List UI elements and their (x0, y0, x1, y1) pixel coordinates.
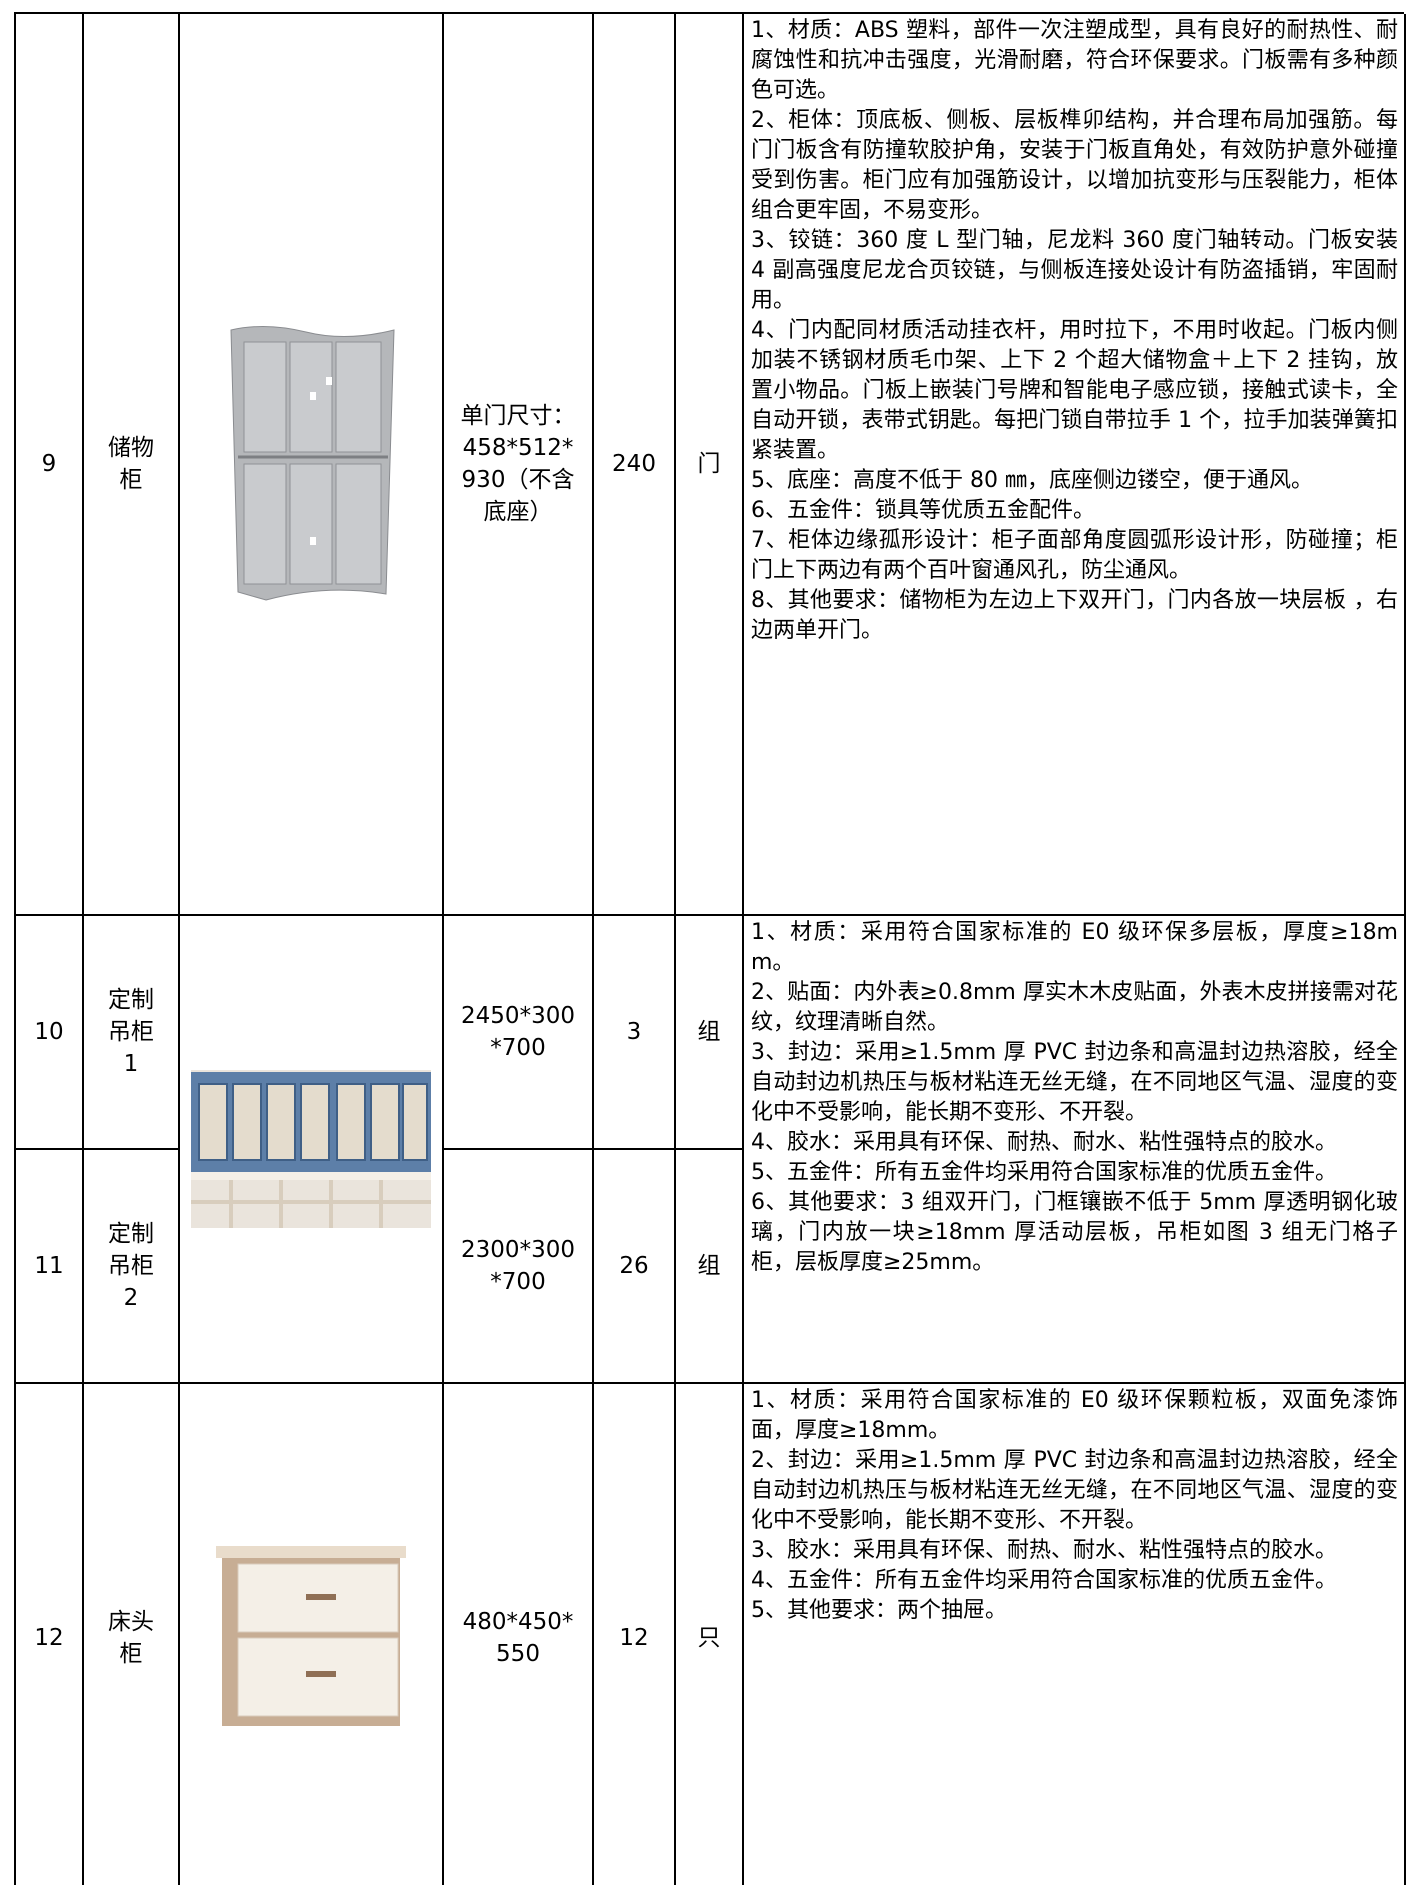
description-item: 3、胶水：采用具有环保、耐热、耐水、粘性强特点的胶水。 (751, 1538, 1337, 1563)
storage-cabinet-image (230, 325, 395, 601)
description-item: 6、五金件：锁具等优质五金配件。 (751, 498, 1095, 523)
description-item: 2、柜体：顶底板、侧板、层板榫卯结构，并合理布局加强筋。每门门板含有防撞软胶护角… (751, 108, 1398, 223)
description-item: 5、其他要求：两个抽屉。 (751, 1598, 1007, 1623)
cell-name: 定制吊柜1 (84, 916, 180, 1150)
border (14, 12, 16, 1885)
description-item: 3、铰链：360 度 L 型门轴，尼龙料 360 度门轴转动。门板安装 4 副高… (751, 228, 1398, 313)
cell-size: 单门尺寸：458*512*930（不含底座） (444, 14, 594, 916)
cell-name: 储物柜 (84, 14, 180, 916)
description-item: 7、柜体边缘孤形设计：柜子面部角度圆弧形设计形，防碰撞；柜门上下两边有两个百叶窗… (751, 528, 1398, 583)
bedside-cabinet-image (216, 1545, 406, 1726)
hanging-cabinet-image (191, 1070, 431, 1228)
cell-unit: 只 (676, 1384, 744, 1885)
cell-name: 定制吊柜2 (84, 1150, 180, 1384)
cell-unit: 组 (676, 1150, 744, 1384)
description-item: 3、封边：采用≥1.5mm 厚 PVC 封边条和高温封边热溶胶，经全自动封边机热… (751, 1040, 1398, 1125)
description-item: 6、其他要求：3 组双开门，门框镶嵌不低于 5mm 厚透明钢化玻璃，门内放一块≥… (751, 1190, 1398, 1275)
description-item: 8、其他要求：储物柜为左边上下双开门，门内各放一块层板 ，右边两单开门。 (751, 588, 1398, 643)
description-item: 5、底座：高度不低于 80 ㎜，底座侧边镂空，便于通风。 (751, 468, 1313, 493)
cell-quantity: 240 (594, 14, 676, 916)
cell-size: 2300*300*700 (444, 1150, 594, 1384)
description-item: 1、材质：ABS 塑料，部件一次注塑成型，具有良好的耐热性、耐腐蚀性和抗冲击强度… (751, 18, 1398, 103)
cell-image (180, 1384, 444, 1885)
cell-quantity: 12 (594, 1384, 676, 1885)
cell-image (180, 916, 444, 1384)
cell-image (180, 14, 444, 916)
cell-description: 1、材质：ABS 塑料，部件一次注塑成型，具有良好的耐热性、耐腐蚀性和抗冲击强度… (744, 14, 1406, 916)
description-item: 2、贴面：内外表≥0.8mm 厚实木木皮贴面，外表木皮拼接需对花纹，纹理清晰自然… (751, 980, 1398, 1035)
description-item: 2、封边：采用≥1.5mm 厚 PVC 封边条和高温封边热溶胶，经全自动封边机热… (751, 1448, 1398, 1533)
cell-no: 10 (16, 916, 84, 1150)
description-item: 4、五金件：所有五金件均采用符合国家标准的优质五金件。 (751, 1568, 1337, 1593)
cell-size: 2450*300*700 (444, 916, 594, 1150)
cell-size: 480*450*550 (444, 1384, 594, 1885)
cell-unit: 组 (676, 916, 744, 1150)
cell-no: 11 (16, 1150, 84, 1384)
cell-unit: 门 (676, 14, 744, 916)
description-item: 4、胶水：采用具有环保、耐热、耐水、粘性强特点的胶水。 (751, 1130, 1337, 1155)
description-item: 4、门内配同材质活动挂衣杆，用时拉下，不用时收起。门板内侧加装不锈钢材质毛巾架、… (751, 318, 1398, 463)
cell-name: 床头柜 (84, 1384, 180, 1885)
description-item: 5、五金件：所有五金件均采用符合国家标准的优质五金件。 (751, 1160, 1337, 1185)
cell-no: 12 (16, 1384, 84, 1885)
cell-no: 9 (16, 14, 84, 916)
description-item: 1、材质：采用符合国家标准的 E0 级环保多层板，厚度≥18mm。 (751, 920, 1398, 975)
border (14, 12, 1404, 14)
cell-description: 1、材质：采用符合国家标准的 E0 级环保多层板，厚度≥18mm。 2、贴面：内外… (744, 916, 1406, 1384)
cell-description: 1、材质：采用符合国家标准的 E0 级环保颗粒板，双面免漆饰面，厚度≥18mm。… (744, 1384, 1406, 1885)
description-item: 1、材质：采用符合国家标准的 E0 级环保颗粒板，双面免漆饰面，厚度≥18mm。 (751, 1388, 1398, 1443)
cell-quantity: 26 (594, 1150, 676, 1384)
cell-quantity: 3 (594, 916, 676, 1150)
